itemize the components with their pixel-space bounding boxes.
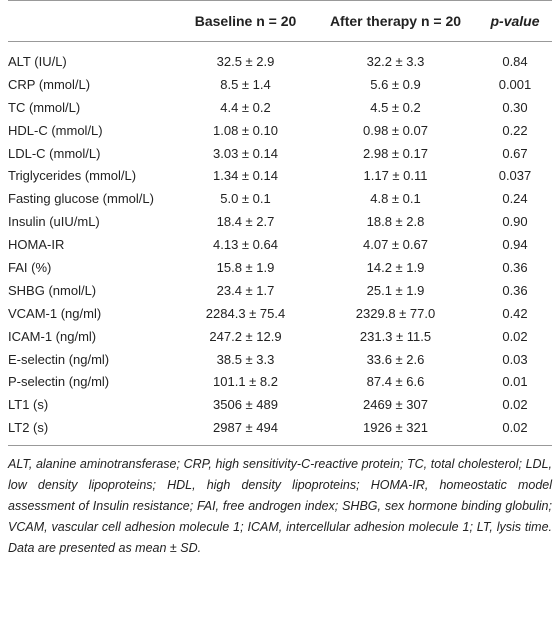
table-row: ALT (IU/L) 32.5 ± 2.9 32.2 ± 3.3 0.84 (8, 42, 552, 73)
cell: 15.8 ± 1.9 (216, 259, 275, 275)
cell: 247.2 ± 12.9 (209, 328, 282, 344)
table-row: Insulin (uIU/mL) 18.4 ± 2.7 18.8 ± 2.8 0.90 (8, 210, 552, 233)
cell: 5.0 ± 0.1 (220, 191, 271, 207)
cell: 4.5 ± 0.2 (370, 99, 421, 115)
cell: 4.07 ± 0.67 (363, 237, 428, 253)
table-row: ICAM-1 (ng/ml) 247.2 ± 12.9 231.3 ± 11.5 0.… (8, 325, 552, 348)
cell: 2329.8 ± 77.0 (355, 305, 436, 321)
cell: 0.98 ± 0.07 (363, 122, 428, 138)
row-label: LDL-C (mmol/L) (8, 145, 101, 161)
cell: 0.94 (502, 237, 528, 253)
table-row: HOMA-IR 4.13 ± 0.64 4.07 ± 0.67 0.94 (8, 233, 552, 256)
cell: 0.02 (502, 397, 528, 413)
cell: 0.67 (502, 145, 528, 161)
cell: 4.8 ± 0.1 (370, 191, 421, 207)
row-label: VCAM-1 (ng/ml) (8, 305, 102, 321)
cell: 5.6 ± 0.9 (370, 76, 421, 92)
cell: 1926 ± 321 (313, 416, 478, 447)
cell: 0.001 (498, 76, 532, 92)
cell: 0.42 (502, 305, 528, 321)
cell: 0.36 (502, 282, 528, 298)
footnote: ALT, alanine aminotransferase; CRP, high… (8, 457, 552, 556)
cell: 3506 ± 489 (213, 397, 278, 413)
cell: 0.03 (502, 351, 528, 367)
row-label: ICAM-1 (ng/ml) (8, 328, 97, 344)
cell: 2469 ± 307 (363, 397, 428, 413)
cell: 0.02 (502, 328, 528, 344)
table-header: Baseline n = 20 After therapy n = 20 p-val… (8, 0, 552, 42)
data-table: Baseline n = 20 After therapy n = 20 p-val… (8, 0, 552, 447)
table-row: E-selectin (ng/ml) 38.5 ± 3.3 33.6 ± 2.6 0.… (8, 348, 552, 371)
cell: 101.1 ± 8.2 (213, 374, 278, 390)
table-row: LT2 (s) 2987 ± 494 1926 ± 321 0.02 (8, 416, 552, 447)
cell: 0.037 (498, 168, 532, 184)
row-label: LT1 (s) (8, 397, 49, 413)
table-row: LDL-C (mmol/L) 3.03 ± 0.14 2.98 ± 0.17 0.67 (8, 142, 552, 165)
row-label: SHBG (nmol/L) (8, 282, 97, 298)
row-label: LT2 (s) (8, 416, 178, 447)
cell: 4.13 ± 0.64 (213, 237, 278, 253)
cell: 3.03 ± 0.14 (213, 145, 278, 161)
row-label: Insulin (uIU/mL) (8, 214, 100, 230)
row-label: ALT (IU/L) (8, 53, 67, 69)
row-label: CRP (mmol/L) (8, 76, 91, 92)
cell: 0.30 (502, 99, 528, 115)
cell: 0.02 (478, 416, 552, 447)
row-label: TC (mmol/L) (8, 99, 81, 115)
cell: 0.84 (502, 53, 528, 69)
cell: 1.08 ± 0.10 (213, 122, 278, 138)
table-row: VCAM-1 (ng/ml) 2284.3 ± 75.4 2329.8 ± 77.0… (8, 302, 552, 325)
cell: 87.4 ± 6.6 (366, 374, 425, 390)
row-label: Triglycerides (mmol/L) (8, 168, 137, 184)
table-row: Fasting glucose (mmol/L) 5.0 ± 0.1 4.8 ± 0… (8, 187, 552, 210)
cell: 0.24 (502, 191, 528, 207)
header-cell (8, 0, 178, 42)
row-label: FAI (%) (8, 259, 52, 275)
header-row: Baseline n = 20 After therapy n = 20 p-val… (8, 0, 552, 42)
table-row: LT1 (s) 3506 ± 489 2469 ± 307 0.02 (8, 393, 552, 416)
table-row: TC (mmol/L) 4.4 ± 0.2 4.5 ± 0.2 0.30 (8, 96, 552, 119)
table-row: HDL-C (mmol/L) 1.08 ± 0.10 0.98 ± 0.07 0.22 (8, 119, 552, 142)
page: Baseline n = 20 After therapy n = 20 p-val… (8, 0, 552, 556)
cell: 0.22 (502, 122, 528, 138)
table-row: Triglycerides (mmol/L) 1.34 ± 0.14 1.17 ± … (8, 164, 552, 187)
cell: 2284.3 ± 75.4 (205, 305, 286, 321)
cell: 0.90 (502, 214, 528, 230)
row-label: Fasting glucose (mmol/L) (8, 191, 154, 207)
cell: 18.4 ± 2.7 (216, 214, 275, 230)
cell: 1.17 ± 0.11 (363, 168, 428, 184)
table-row: P-selectin (ng/ml) 101.1 ± 8.2 87.4 ± 6.6 0… (8, 370, 552, 393)
table-row: FAI (%) 15.8 ± 1.9 14.2 ± 1.9 0.36 (8, 256, 552, 279)
header-cell: p-value (478, 0, 552, 42)
row-label: HOMA-IR (8, 237, 65, 253)
table-body: ALT (IU/L) 32.5 ± 2.9 32.2 ± 3.3 0.84 CRP (m… (8, 42, 552, 447)
cell: 8.5 ± 1.4 (220, 76, 271, 92)
row-label: HDL-C (mmol/L) (8, 122, 103, 138)
cell: 25.1 ± 1.9 (366, 282, 425, 298)
cell: 32.2 ± 3.3 (366, 53, 425, 69)
header-cell: After therapy n = 20 (313, 0, 478, 42)
row-label: E-selectin (ng/ml) (8, 351, 110, 367)
cell: 32.5 ± 2.9 (216, 53, 275, 69)
table-row: CRP (mmol/L) 8.5 ± 1.4 5.6 ± 0.9 0.001 (8, 73, 552, 96)
cell: 18.8 ± 2.8 (366, 214, 425, 230)
cell: 33.6 ± 2.6 (366, 351, 425, 367)
cell: 231.3 ± 11.5 (359, 328, 432, 344)
cell: 1.34 ± 0.14 (213, 168, 278, 184)
cell: 4.4 ± 0.2 (220, 99, 271, 115)
table-row: SHBG (nmol/L) 23.4 ± 1.7 25.1 ± 1.9 0.36 (8, 279, 552, 302)
cell: 0.01 (502, 374, 528, 390)
cell: 38.5 ± 3.3 (216, 351, 275, 367)
header-cell: Baseline n = 20 (178, 0, 313, 42)
cell: 14.2 ± 1.9 (366, 259, 425, 275)
row-label: P-selectin (ng/ml) (8, 374, 110, 390)
cell: 23.4 ± 1.7 (216, 282, 275, 298)
cell: 0.36 (502, 259, 528, 275)
cell: 2.98 ± 0.17 (363, 145, 428, 161)
cell: 2987 ± 494 (178, 416, 313, 447)
